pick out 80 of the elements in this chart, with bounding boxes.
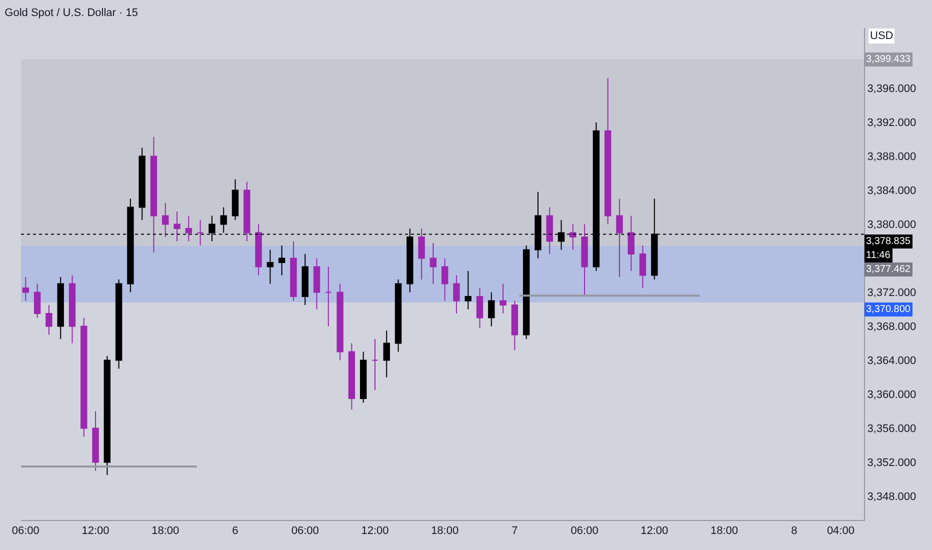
candlestick [394, 279, 402, 352]
band-label: 3,370.800 [866, 304, 911, 315]
candlestick [430, 242, 437, 284]
chart-title: Gold Spot / U.S. Dollar · 15 [4, 6, 138, 19]
candlestick [266, 249, 274, 284]
x-tick-label: 8 [791, 525, 798, 538]
candlestick [290, 240, 297, 302]
x-tick-label: 6 [232, 525, 238, 538]
candlestick [383, 330, 390, 378]
candlestick [628, 215, 634, 272]
ref-line-label: 3,378.835 [866, 236, 911, 247]
candlestick [639, 245, 646, 289]
candlestick [511, 300, 518, 351]
candlestick [162, 202, 169, 238]
candlestick [476, 288, 484, 328]
candlestick [255, 224, 262, 276]
y-tick-label: 3,360.000 [867, 389, 916, 402]
candlestick [325, 266, 332, 327]
y-tick-label: 3,352.000 [867, 457, 916, 470]
candlestick [57, 276, 64, 340]
candlestick [522, 245, 530, 340]
candlestick [616, 198, 623, 278]
x-tick-label: 04:00 [826, 525, 854, 538]
text: 11:46 [866, 250, 891, 261]
y-tick-label: 3,380.000 [867, 219, 916, 232]
text: USD [870, 30, 894, 42]
y-tick-label: 3,396.000 [867, 83, 916, 96]
candlestick [150, 136, 158, 253]
candlestick [464, 270, 472, 310]
candlestick [546, 206, 553, 255]
y-tick-label: 3,388.000 [867, 151, 916, 164]
candlestick [302, 254, 308, 306]
x-tick-label: 06:00 [291, 525, 319, 538]
y-tick-label: 3,368.000 [867, 321, 916, 334]
candlestick [196, 220, 204, 246]
candlestick [604, 78, 612, 225]
candlestick [68, 274, 76, 344]
y-tick-label: 3,364.000 [867, 355, 916, 368]
x-tick-label: 12:00 [640, 525, 668, 538]
candlestick [313, 258, 320, 310]
text: 3,377.462 [866, 264, 911, 275]
candlestick [220, 206, 227, 234]
candlestick [360, 351, 367, 404]
candlestick [278, 245, 286, 276]
y-tick-label: 3,356.000 [867, 423, 916, 436]
candlestick [581, 224, 588, 298]
candlestick [232, 178, 239, 221]
candlestick [372, 338, 378, 390]
candlestick [22, 276, 30, 302]
candlestick [46, 304, 52, 336]
x-tick-label: 18:00 [431, 525, 459, 538]
candlestick [570, 224, 576, 250]
candlestick [418, 228, 425, 280]
band-label: 3,399.433 [866, 54, 911, 65]
y-tick-label: 3,348.000 [867, 491, 916, 504]
x-tick-label: 12:00 [82, 525, 110, 538]
y-tick-label: 3,384.000 [867, 185, 916, 198]
candlestick [174, 211, 180, 242]
candlestick [80, 317, 88, 438]
x-tick-label: 12:00 [361, 525, 389, 538]
x-tick-label: 18:00 [152, 525, 180, 538]
x-tick-label: 06:00 [570, 525, 598, 538]
y-tick-label: 3,392.000 [867, 117, 916, 130]
candlestick [488, 292, 495, 327]
x-tick-label: 06:00 [12, 525, 40, 538]
candlestick [34, 283, 41, 318]
candlestick [92, 410, 99, 472]
x-tick-label: 7 [512, 525, 518, 538]
candlestick [138, 147, 146, 221]
candlestick [336, 283, 344, 361]
candlestick [441, 258, 448, 302]
x-tick-label: 18:00 [710, 525, 738, 538]
candlestick [453, 274, 460, 314]
candlestick [500, 283, 506, 314]
candlestick [348, 342, 356, 410]
candlestick [104, 356, 111, 476]
candlestick [185, 215, 192, 242]
y-tick-label: 3,372.000 [867, 287, 916, 300]
candlestick [244, 181, 250, 242]
candlestick [115, 279, 122, 370]
